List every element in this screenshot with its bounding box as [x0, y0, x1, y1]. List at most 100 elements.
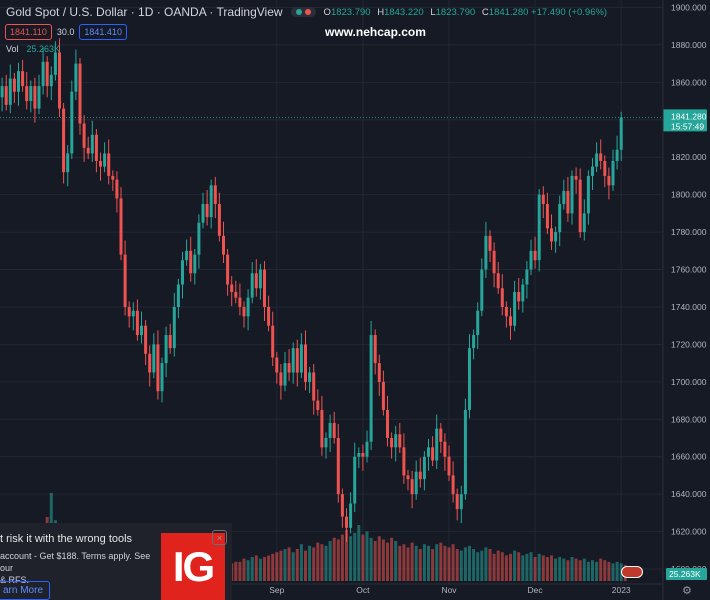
us-flag-icon[interactable] — [621, 566, 643, 578]
candle-body — [431, 447, 435, 461]
candle-body — [25, 86, 29, 102]
candle-body — [570, 175, 574, 214]
volume-bar — [365, 531, 369, 581]
y-tick-label: 1820.000 — [671, 152, 707, 162]
candle-body — [287, 363, 291, 373]
candle-body — [320, 409, 324, 448]
volume-bar — [394, 541, 398, 581]
y-tick-label: 1680.000 — [671, 414, 707, 424]
volume-bar — [566, 560, 570, 581]
ig-logo[interactable]: IG — [161, 533, 225, 600]
candle-body — [226, 254, 230, 285]
volume-bar — [390, 537, 394, 581]
volume-label[interactable]: Vol — [6, 44, 19, 54]
volume-bar — [574, 558, 578, 581]
candle-body — [94, 134, 98, 161]
candle-body — [390, 438, 394, 448]
volume-bar — [582, 558, 586, 581]
candle-body — [402, 447, 406, 476]
candle-body — [185, 250, 189, 261]
volume-bar — [381, 539, 385, 581]
candle-body — [99, 160, 102, 167]
candle-body — [332, 423, 336, 438]
candle-body — [246, 297, 250, 317]
volume-bar — [234, 561, 238, 581]
y-tick-label: 1760.000 — [671, 265, 707, 275]
candle-body — [472, 335, 476, 349]
volume-bar — [480, 550, 484, 581]
y-tick-label: 1860.000 — [671, 77, 707, 87]
volume-value: 25.263K — [26, 44, 61, 54]
candle-body — [250, 273, 254, 298]
candle-body — [140, 325, 143, 336]
ad-banner[interactable]: t risk it with the wrong tools account -… — [0, 523, 232, 600]
candle-body — [279, 372, 283, 386]
volume-bar — [369, 537, 373, 581]
volume-bar — [537, 553, 541, 581]
ask-button[interactable]: 1841.410 — [79, 24, 127, 40]
candle-body — [574, 175, 578, 180]
volume-bar — [591, 560, 594, 581]
volume-bar — [472, 549, 476, 581]
volume-bar — [377, 536, 381, 581]
candle-body — [599, 153, 603, 161]
volume-bar — [275, 552, 279, 581]
candle-body — [152, 344, 156, 373]
volume-bar — [279, 550, 283, 581]
volume-bar — [455, 549, 459, 581]
y-tick-label: 1700.000 — [671, 377, 707, 387]
candle-body — [168, 335, 172, 349]
volume-bar — [250, 557, 254, 581]
candle-body — [86, 147, 90, 154]
volume-bar — [447, 547, 451, 581]
candle-body — [414, 471, 418, 495]
volume-bar — [541, 555, 545, 581]
volume-bar — [463, 547, 467, 581]
candle-body — [361, 452, 365, 457]
candle-body — [181, 260, 184, 285]
volume-bar — [336, 539, 340, 581]
learn-more-button[interactable]: arn More — [0, 581, 51, 600]
volume-bar — [418, 549, 422, 581]
volume-bar — [521, 555, 525, 581]
candle-body — [591, 166, 594, 176]
candle-body — [119, 198, 123, 255]
gear-icon[interactable]: ⚙ — [682, 585, 692, 597]
status-dots — [290, 7, 316, 17]
candle-body — [267, 306, 271, 326]
volume-bar — [361, 534, 365, 581]
volume-bar — [406, 547, 410, 581]
bid-button[interactable]: 1841.110 — [5, 24, 52, 40]
candle-body — [201, 204, 205, 223]
volume-bar — [550, 555, 553, 581]
symbol-title[interactable]: Gold Spot / U.S. Dollar · 1D · OANDA · T… — [6, 5, 283, 19]
volume-bar — [578, 560, 582, 581]
volume-bar — [595, 561, 599, 581]
candle-body — [49, 74, 53, 87]
candle-body — [357, 452, 361, 457]
x-tick-label: Dec — [528, 585, 544, 595]
volume-bar — [291, 552, 295, 581]
open-value: 1823.790 — [330, 6, 371, 18]
candle-body — [82, 123, 86, 148]
volume-bar — [459, 550, 463, 581]
volume-bar — [316, 542, 320, 581]
candle-body — [189, 250, 193, 274]
volume-bar — [435, 544, 439, 581]
y-tick-label: 1640.000 — [671, 489, 707, 499]
volume-bar — [357, 525, 361, 581]
candle-body — [509, 316, 512, 326]
candle-body — [541, 194, 545, 205]
candle-body — [230, 284, 234, 292]
close-icon[interactable]: × — [212, 530, 227, 545]
candle-body — [172, 306, 176, 349]
candle-body — [312, 372, 316, 401]
candle-body — [291, 348, 295, 373]
candle-body — [62, 108, 66, 173]
volume-bar — [267, 555, 271, 581]
candle-body — [238, 297, 242, 307]
candle-body — [468, 348, 471, 410]
volume-bar — [422, 544, 426, 581]
volume-bar — [492, 553, 496, 581]
